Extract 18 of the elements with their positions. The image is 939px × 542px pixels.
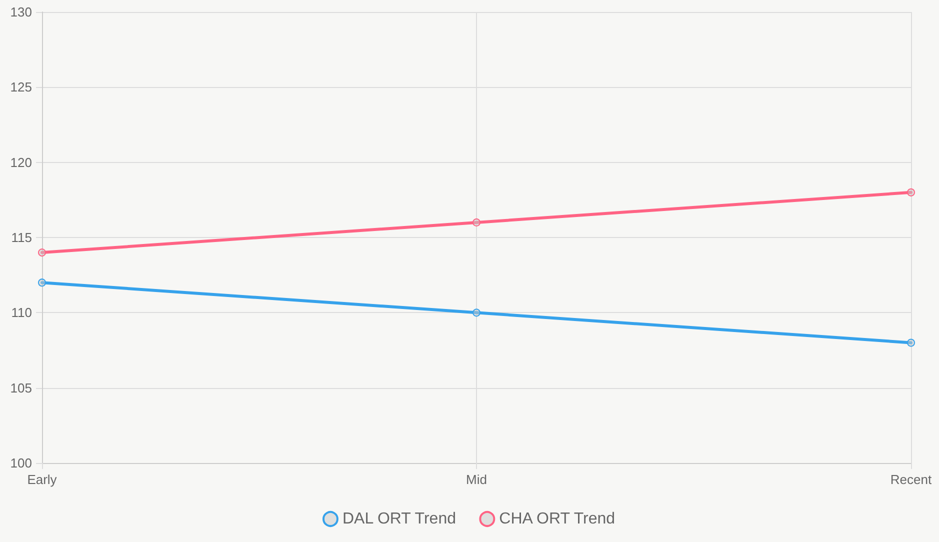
x-tick-label: Recent — [890, 472, 932, 487]
legend-label: DAL ORT Trend — [342, 510, 456, 528]
point — [907, 338, 915, 347]
x-tick-label: Early — [27, 472, 58, 487]
point — [472, 308, 480, 317]
y-tick-label: 105 — [10, 380, 32, 396]
x-tick-label: Mid — [466, 472, 487, 487]
legend-label: CHA ORT Trend — [499, 510, 616, 528]
y-tick-label: 115 — [11, 230, 32, 245]
y-tick-label: 130 — [10, 4, 32, 20]
y-tick-label: 120 — [10, 154, 32, 170]
y-tick-label: 100 — [10, 456, 32, 470]
point — [38, 248, 46, 257]
point — [38, 278, 46, 287]
y-tick-label: 125 — [10, 80, 32, 95]
point — [472, 218, 480, 226]
y-tick-label: 110 — [11, 305, 32, 320]
point — [907, 188, 915, 196]
